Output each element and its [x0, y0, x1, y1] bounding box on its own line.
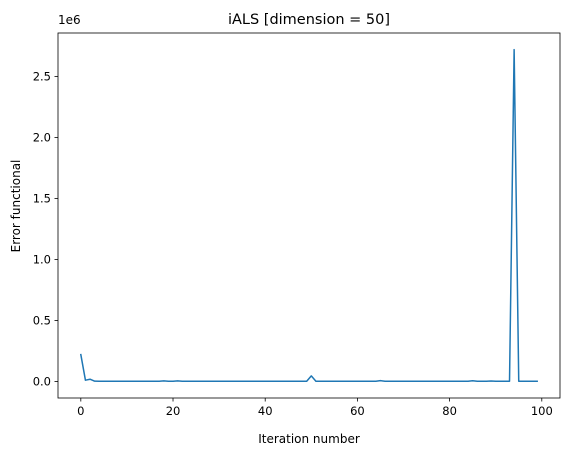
- series-line-0: [79, 48, 538, 382]
- plot-area: [58, 33, 560, 398]
- chart-title: iALS [dimension = 50]: [228, 12, 390, 28]
- axes-frame: [57, 32, 561, 399]
- y-tick-label-1: 0.5: [33, 313, 51, 327]
- x-tick-label-5: 100: [531, 404, 553, 418]
- y-tick-label-4: 2.0: [33, 130, 51, 144]
- x-tick-label-3: 60: [350, 404, 365, 418]
- plot-background: [58, 33, 560, 398]
- y-axis-label: Error functional: [9, 160, 23, 253]
- axes-layer: 0 20 40 60 80 100 0.0 0.5 1.0 1.5 2.0 2.5: [33, 32, 561, 418]
- x-tick-label-1: 20: [166, 404, 181, 418]
- y-tick-label-2: 1.0: [33, 252, 51, 266]
- y-scale-label: 1e6: [58, 13, 81, 27]
- x-tick-label-4: 80: [442, 404, 457, 418]
- y-tick-label-0: 0.0: [33, 374, 51, 388]
- x-tick-label-0: 0: [77, 404, 84, 418]
- y-tick-label-5: 2.5: [33, 69, 51, 83]
- x-axis-label: Iteration number: [258, 432, 360, 446]
- y-tick-label-3: 1.5: [33, 191, 51, 205]
- x-tick-label-2: 40: [258, 404, 273, 418]
- series-layer: [79, 48, 538, 382]
